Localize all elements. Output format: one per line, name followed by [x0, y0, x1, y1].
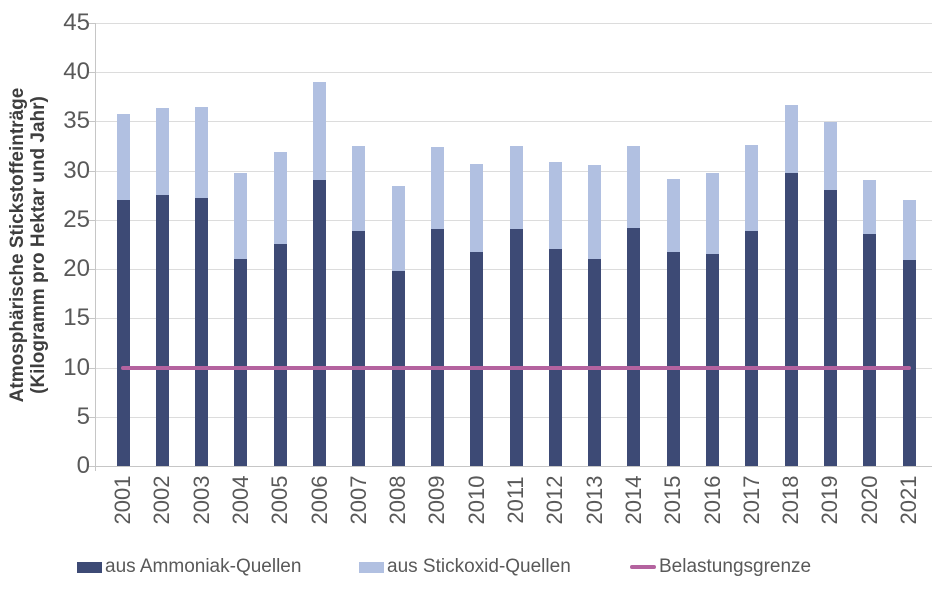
bar-segment-stickoxid [588, 164, 602, 260]
y-tick-mark [89, 466, 95, 467]
bar-segment-stickoxid [823, 122, 837, 191]
bar-segment-stickoxid [745, 145, 759, 231]
y-tick-label: 35 [63, 107, 90, 135]
x-tick-label: 2012 [542, 475, 568, 525]
y-tick-mark [89, 72, 95, 74]
legend-item-ammoniak: aus Ammoniak-Quellen [77, 556, 301, 578]
bar-segment-stickoxid [627, 146, 641, 228]
bar-segment-stickoxid [116, 113, 130, 201]
bar-segment-ammoniak [548, 249, 562, 466]
y-tick-label: 10 [63, 353, 90, 381]
y-tick-mark [89, 416, 95, 418]
bar-segment-stickoxid [863, 179, 877, 234]
legend: aus Ammoniak-Quellen aus Stickoxid-Quell… [0, 552, 944, 582]
legend-item-belastungsgrenze: Belastungsgrenze [630, 556, 811, 578]
x-tick-label: 2005 [267, 475, 293, 525]
x-tick-label: 2001 [110, 475, 135, 525]
legend-swatch-stickoxid [359, 561, 384, 573]
bar-segment-stickoxid [430, 147, 444, 229]
bar-segment-ammoniak [234, 259, 248, 466]
y-tick-mark [89, 269, 95, 271]
x-tick-label: 2008 [385, 475, 411, 525]
gridline [95, 23, 932, 24]
bar-segment-ammoniak [352, 230, 366, 466]
x-tick-label: 2015 [660, 475, 686, 525]
x-tick-label: 2002 [149, 475, 175, 525]
x-tick-label: 2017 [738, 475, 764, 525]
bar-segment-ammoniak [706, 254, 719, 466]
bar-segment-stickoxid [391, 186, 405, 272]
y-tick-label: 45 [63, 9, 90, 36]
bar-segment-ammoniak [863, 233, 877, 466]
x-tick-label: 2011 [503, 476, 528, 524]
y-tick-mark [89, 318, 95, 320]
limit-line [121, 365, 911, 370]
y-tick-label: 20 [63, 255, 90, 283]
bar-segment-stickoxid [509, 146, 523, 229]
legend-swatch-ammoniak [77, 561, 102, 573]
bar-segment-ammoniak [155, 195, 169, 466]
gridline [95, 72, 932, 74]
x-tick-label: 2018 [778, 475, 804, 525]
bar-segment-ammoniak [784, 172, 798, 466]
y-tick-label: 25 [63, 205, 90, 233]
x-tick-label: 2014 [620, 475, 646, 525]
bar-segment-stickoxid [195, 106, 209, 199]
bar-segment-ammoniak [745, 230, 759, 466]
bar-segment-stickoxid [784, 104, 798, 173]
y-tick-mark [89, 367, 95, 369]
bar-segment-stickoxid [470, 163, 484, 253]
x-tick-label: 2021 [896, 475, 921, 525]
legend-label-ammoniak: aus Ammoniak-Quellen [105, 556, 302, 577]
bar-segment-ammoniak [313, 179, 326, 466]
bar-segment-ammoniak [902, 260, 916, 466]
y-tick-label: 5 [76, 402, 90, 430]
x-tick-label: 2010 [463, 475, 489, 525]
bar-segment-ammoniak [509, 228, 523, 466]
bar-segment-ammoniak [273, 243, 287, 466]
x-axis-line [95, 466, 932, 467]
x-tick-label: 2006 [306, 475, 332, 525]
bar-segment-stickoxid [706, 172, 719, 255]
bar-segment-ammoniak [823, 190, 837, 466]
legend-swatch-belastungsgrenze [630, 565, 656, 569]
bar-segment-ammoniak [588, 259, 602, 466]
bar-segment-ammoniak [666, 252, 680, 466]
bar-segment-stickoxid [273, 151, 287, 244]
gridline [95, 121, 932, 123]
x-tick-label: 2004 [227, 475, 253, 525]
y-axis-line [95, 23, 96, 471]
legend-item-stickoxid: aus Stickoxid-Quellen [359, 556, 571, 578]
bar-segment-stickoxid [666, 178, 680, 253]
bar-segment-ammoniak [470, 252, 484, 466]
bar-segment-ammoniak [430, 228, 444, 466]
bar-segment-stickoxid [352, 146, 366, 231]
x-tick-label: 2009 [424, 475, 450, 525]
x-tick-label: 2019 [817, 475, 843, 525]
x-tick-label: 2016 [699, 475, 725, 525]
y-tick-label: 30 [63, 156, 90, 184]
bar-segment-stickoxid [313, 82, 326, 180]
bar-segment-stickoxid [548, 161, 562, 250]
x-tick-label: 2007 [345, 475, 371, 525]
bar-segment-stickoxid [155, 107, 169, 196]
legend-label-stickoxid: aus Stickoxid-Quellen [387, 556, 571, 577]
y-tick-label: 15 [63, 304, 90, 332]
x-tick-label: 2003 [188, 475, 214, 525]
y-tick-mark [89, 121, 95, 123]
bar-segment-stickoxid [902, 200, 916, 261]
bar-segment-ammoniak [627, 227, 641, 466]
y-tick-mark [89, 219, 95, 221]
y-tick-label: 40 [63, 58, 90, 86]
bar-segment-ammoniak [116, 200, 130, 466]
legend-label-belastungsgrenze: Belastungsgrenze [659, 556, 812, 577]
x-tick-label: 2013 [581, 475, 607, 525]
bar-segment-ammoniak [195, 198, 209, 466]
y-tick-label: 0 [76, 452, 90, 479]
y-tick-mark [89, 170, 95, 172]
y-tick-mark [89, 23, 95, 24]
bar-segment-stickoxid [234, 172, 248, 260]
x-tick-label: 2020 [856, 475, 882, 525]
